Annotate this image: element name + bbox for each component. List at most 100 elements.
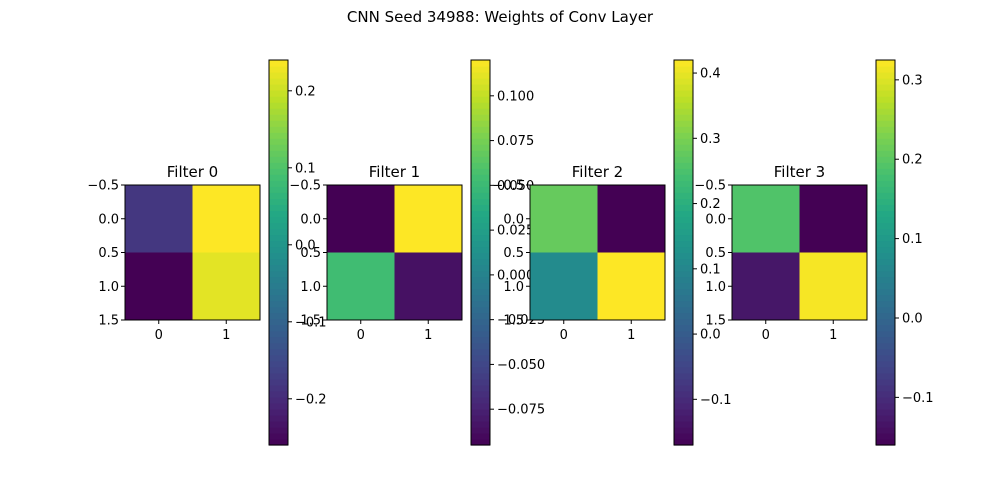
colorbar-segment [269, 228, 288, 236]
colorbar-segment [269, 312, 288, 320]
colorbar-segment [269, 198, 288, 205]
colorbar-segment [471, 102, 490, 109]
colorbar-segment [471, 276, 490, 284]
colorbar-segment [269, 216, 288, 224]
colorbar-segment [269, 432, 288, 440]
colorbar-segment [674, 306, 693, 314]
colorbar-segment [876, 402, 895, 410]
colorbar-tick-label: 0.0 [295, 238, 316, 253]
colorbar-segment [876, 324, 895, 332]
x-tick-label: 0 [357, 328, 365, 343]
colorbar-segment [269, 210, 288, 218]
colorbar-segment [674, 216, 693, 224]
y-tick-label: 0.0 [503, 212, 524, 227]
colorbar-segment [876, 204, 895, 211]
colorbar-segment [471, 264, 490, 272]
colorbar-segment [471, 318, 490, 326]
colorbar-segment [471, 126, 490, 133]
colorbar-segment [876, 144, 895, 151]
colorbar-segment [471, 432, 490, 440]
colorbar-segment [876, 432, 895, 440]
colorbar-segment [269, 96, 288, 103]
colorbar-segment [674, 132, 693, 139]
heatmap-cell-r1-c1 [597, 252, 666, 321]
colorbar-segment [471, 162, 490, 169]
colorbar-segment [471, 198, 490, 205]
colorbar-segment [471, 90, 490, 97]
colorbar-segment [674, 300, 693, 308]
colorbar-segment [876, 342, 895, 350]
colorbar-tick-label: 0.2 [700, 197, 721, 212]
colorbar-segment [269, 414, 288, 422]
colorbar-segment [674, 330, 693, 338]
colorbar-segment [674, 270, 693, 278]
colorbar-segment [269, 384, 288, 392]
colorbar-segment [471, 330, 490, 338]
colorbar-segment [269, 390, 288, 398]
colorbar-segment [471, 210, 490, 218]
colorbar-segment [674, 354, 693, 362]
colorbar-segment [269, 372, 288, 380]
colorbar-segment [674, 360, 693, 368]
heatmap-cell-r0-c0 [327, 185, 395, 253]
colorbar-segment [269, 192, 288, 199]
colorbar-segment [471, 144, 490, 151]
colorbar-segment [269, 294, 288, 302]
heatmap-cell-r1-c1 [192, 252, 261, 321]
colorbar-segment [674, 396, 693, 404]
colorbar-segment [674, 66, 693, 73]
heatmap-cell-r0-c0 [125, 185, 193, 253]
heatmap-cell-r1-c0 [530, 252, 598, 321]
colorbar-segment [876, 210, 895, 218]
colorbar-segment [876, 126, 895, 133]
colorbar-segment [876, 354, 895, 362]
colorbar-tick-label: 0.025 [497, 224, 534, 239]
colorbar-segment [876, 72, 895, 79]
heatmap-cell-r1-c0 [732, 252, 800, 321]
colorbar-segment [674, 138, 693, 145]
colorbar-segment [876, 96, 895, 103]
colorbar-segment [471, 402, 490, 410]
colorbar-segment [471, 150, 490, 157]
colorbar-tick-label: 0.100 [497, 89, 534, 104]
filter-panels: Filter 00 1−0.50.00.51.01.5−0.2−0.10.00.1… [87, 59, 934, 446]
y-tick-label: 0.5 [98, 246, 119, 261]
colorbar-segment [269, 258, 288, 266]
colorbar-segment [674, 78, 693, 85]
colorbar-segment [269, 318, 288, 326]
colorbar-segment [876, 90, 895, 97]
colorbar-segment [876, 252, 895, 260]
colorbar-tick-label: 0.000 [497, 268, 534, 283]
colorbar-segment [471, 78, 490, 85]
colorbar-frame [673, 59, 694, 446]
colorbar-segment [674, 120, 693, 127]
colorbar-segment [674, 378, 693, 386]
colorbar-segment [674, 210, 693, 218]
colorbar-tick-label: −0.075 [497, 403, 545, 418]
y-tick-label: 0.0 [300, 212, 321, 227]
colorbar-segment [674, 192, 693, 199]
y-tick-label: 0.0 [705, 212, 726, 227]
y-tick-label: −0.5 [492, 179, 524, 194]
colorbar-segment [471, 420, 490, 428]
colorbar-segment [269, 282, 288, 290]
colorbar-segment [674, 342, 693, 350]
colorbar-segment [471, 342, 490, 350]
heatmap-cell-r1-c0 [327, 252, 395, 321]
colorbar-segment [674, 426, 693, 434]
colorbar-segment [674, 228, 693, 236]
colorbar-segment [471, 66, 490, 73]
colorbar-tick-label: 0.0 [902, 311, 923, 326]
colorbar-segment [876, 306, 895, 314]
colorbar-segment [876, 60, 895, 67]
y-tick-label: 1.0 [503, 280, 524, 295]
colorbar-segment [876, 372, 895, 380]
colorbar-segment [269, 66, 288, 73]
colorbar-segment [674, 60, 693, 67]
colorbar-segment [876, 156, 895, 163]
colorbar-segment [674, 90, 693, 97]
colorbar-segment [876, 102, 895, 109]
colorbar-segment [471, 372, 490, 380]
colorbar-segment [876, 282, 895, 290]
colorbar-segment [674, 348, 693, 356]
